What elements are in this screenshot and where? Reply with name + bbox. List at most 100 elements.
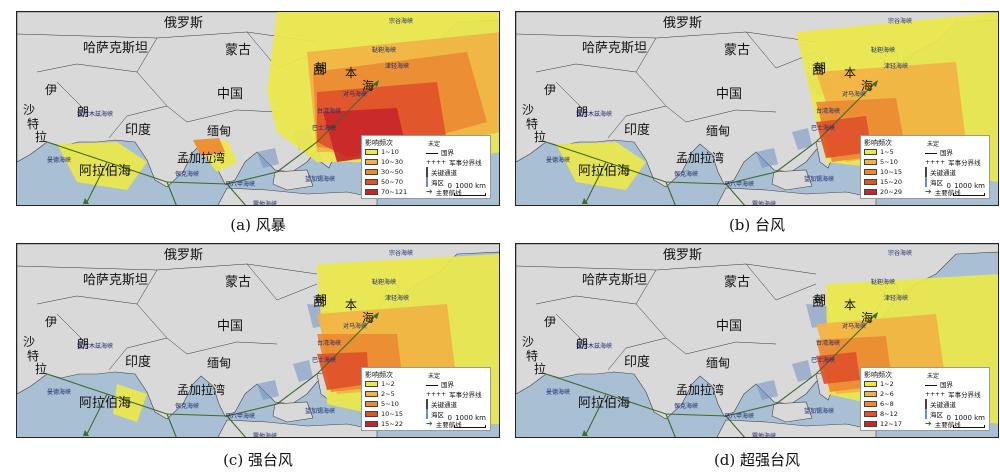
strait-label-la_perouse: 宗谷海峡 — [389, 250, 414, 257]
place-label-arabian_sea: 阿拉伯海 — [578, 164, 631, 179]
legend-undecided: 未定 — [927, 373, 940, 380]
strait-label-sunda: 巽他海峡 — [253, 201, 278, 206]
place-label-japan_sea: 海 — [362, 311, 375, 325]
place-label-japan_sea: 海 — [362, 79, 375, 93]
place-label-iran2: 朗 — [576, 105, 589, 119]
place-label-saudi2: 特 — [526, 349, 539, 363]
strait-label-la_perouse: 宗谷海峡 — [888, 250, 913, 257]
place-label-saudi2: 特 — [526, 117, 539, 131]
legend-swatch — [864, 168, 877, 175]
legend-class-label: 10~15 — [381, 409, 403, 418]
legend-class-label: 8~12 — [880, 409, 898, 418]
place-label-japan_char: 本 — [844, 66, 857, 80]
strait-label-hormuz: 霍尔木兹海峡 — [77, 111, 114, 118]
legend-class-label: 6~8 — [880, 399, 894, 408]
legend-symbol-label-border: 国界 — [441, 380, 454, 389]
strait-label-taiwan: 台湾海峡 — [317, 108, 342, 115]
legend-class-row: 70~121 — [365, 187, 407, 196]
place-label-iran2: 朗 — [77, 105, 90, 119]
strait-label-bashi: 巴士海峡 — [312, 357, 337, 364]
legend-symbol-icon: ++++ — [426, 390, 447, 398]
legend-symbol-label-key_channel: 关键通道 — [930, 168, 956, 177]
legend-swatch — [864, 390, 877, 397]
legend-swatch — [365, 158, 378, 165]
legend-swatch — [365, 168, 378, 175]
place-label-china: 中国 — [217, 87, 244, 102]
panel-caption-3: (c) 强台风 — [223, 451, 293, 469]
legend-swatch — [864, 178, 877, 185]
legend-symbol-row: ➔ 主要航线 — [426, 419, 462, 429]
legend-class-label: 2~5 — [381, 389, 395, 398]
legend-swatch — [365, 380, 378, 387]
legend-swatch — [864, 188, 877, 195]
legend-class-label: 12~17 — [880, 419, 902, 428]
legend-swatch — [864, 400, 877, 407]
strait-label-la_perouse: 宗谷海峡 — [888, 18, 913, 25]
legend-class-label: 10~15 — [880, 167, 902, 176]
legend-symbol-icon — [925, 380, 937, 388]
frequency-zone-1 — [57, 142, 147, 190]
legend-class-row: 20~29 — [864, 187, 902, 196]
legend-symbol-label-key_channel: 关键通道 — [431, 168, 457, 177]
strait-label-palk: 保克海峡 — [674, 403, 699, 410]
legend-symbol-label-key_channel: 关键通道 — [431, 400, 457, 409]
legend-symbol-label-main_route: 主要航线 — [435, 188, 462, 197]
place-label-china: 中国 — [716, 319, 743, 334]
strait-label-palk: 保克海峡 — [175, 403, 200, 410]
place-label-bangladesh: 孟加拉湾 — [177, 383, 226, 397]
legend-class-label: 2~6 — [880, 389, 894, 398]
scale-bar — [454, 425, 486, 428]
legend-swatch — [365, 420, 378, 427]
legend-symbol-row: 关键通道 — [426, 166, 457, 177]
place-label-arabian_sea: 阿拉伯海 — [578, 396, 631, 411]
strait-label-taiwan: 台湾海峡 — [816, 340, 841, 347]
legend-symbol-row: 海区 — [426, 176, 444, 187]
legend-symbol-row: 海区 — [925, 176, 943, 187]
legend-swatch — [365, 410, 378, 417]
legend-class-label: 1~10 — [381, 147, 399, 156]
map-svg — [516, 12, 998, 205]
legend-symbol-icon — [925, 176, 927, 187]
strait-label-mandeb: 曼德海峡 — [47, 157, 72, 164]
place-label-china: 中国 — [217, 319, 244, 334]
place-label-kazakhstan: 哈萨克斯坦 — [582, 41, 648, 56]
legend-symbol-row: 海区 — [426, 408, 444, 419]
strait-label-tsugaru: 津轻海峡 — [385, 295, 410, 302]
legend-symbol-icon: ++++ — [426, 158, 447, 166]
map-svg — [516, 244, 998, 437]
strait-label-korea_strait: 对马海峡 — [842, 323, 867, 330]
legend-class-label: 1~2 — [381, 379, 395, 388]
legend-symbol-row: 国界 — [426, 379, 454, 389]
legend-symbol-label-sea_area: 海区 — [930, 178, 943, 187]
map-legend: 影响频次 未定 1~10 10~30 30~50 50~70 70~121 国界… — [361, 135, 491, 199]
place-label-mongolia: 蒙古 — [724, 275, 751, 290]
borneo — [272, 169, 314, 191]
legend-symbol-icon: ➔ — [925, 187, 932, 196]
legend-class-row: 50~70 — [365, 177, 403, 186]
legend-class-row: 15~22 — [365, 419, 403, 428]
strait-label-korea_strait: 对马海峡 — [842, 91, 867, 98]
legend-symbol-row: 关键通道 — [925, 398, 956, 409]
place-label-kazakhstan: 哈萨克斯坦 — [83, 273, 149, 288]
legend-symbol-label-military: 军事分界线 — [449, 158, 482, 167]
strait-label-lombok: 望加锡海峡 — [804, 408, 835, 415]
legend-symbol-icon — [426, 176, 428, 187]
legend-symbol-row: ++++ 军事分界线 — [426, 389, 482, 399]
place-label-iran2: 朗 — [77, 337, 90, 351]
legend-symbol-row: ➔ 主要航线 — [925, 419, 961, 429]
place-label-west: 西 — [812, 295, 825, 309]
place-label-iran2: 朗 — [576, 337, 589, 351]
strait-label-bashi: 巴士海峡 — [312, 125, 337, 132]
sea-area-patches — [756, 304, 832, 400]
legend-class-row: 1~2 — [864, 379, 894, 388]
strait-label-mandeb: 曼德海峡 — [546, 389, 571, 396]
country-borders — [17, 263, 318, 371]
legend-symbol-icon — [925, 408, 927, 419]
legend-symbol-icon — [925, 148, 937, 156]
legend-symbol-row: 关键通道 — [426, 398, 457, 409]
place-label-korea: 朝 — [315, 293, 328, 307]
legend-symbol-icon — [925, 166, 927, 177]
place-label-west: 西 — [313, 295, 326, 309]
legend-class-row: 2~5 — [365, 389, 395, 398]
legend-class-row: 6~8 — [864, 399, 894, 408]
